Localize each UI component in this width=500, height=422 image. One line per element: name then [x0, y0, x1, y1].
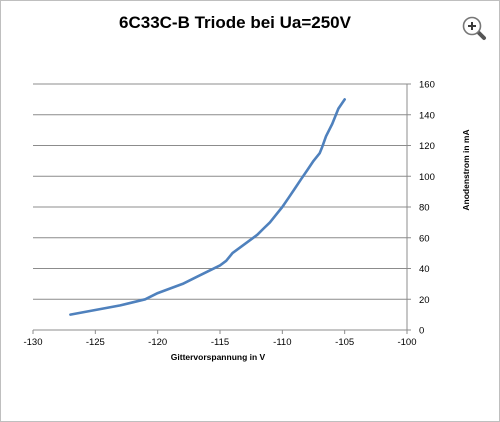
x-tick-label: -130: [23, 337, 42, 348]
zoom-in-icon[interactable]: [461, 15, 487, 41]
y-tick-label: 20: [419, 295, 430, 306]
series-line: [69, 98, 346, 316]
y-tick-label: 60: [419, 233, 430, 244]
y-tick-label: 40: [419, 264, 430, 275]
y-tick-label: 160: [419, 80, 435, 91]
x-tick-label: -110: [273, 337, 291, 348]
axes: [32, 83, 411, 334]
y-tick-label: 140: [419, 110, 435, 121]
x-tick-label: -100: [397, 337, 416, 348]
y-tick-label: 80: [419, 203, 430, 214]
y-axis-label: Anodenstrom in mA: [461, 129, 471, 210]
y-tick-label: 100: [419, 172, 435, 183]
series-group: [69, 98, 346, 316]
x-tick-label: -120: [148, 337, 167, 348]
gridlines: [33, 83, 407, 300]
x-tick-label: -125: [86, 337, 105, 348]
y-tick-label: 120: [419, 141, 435, 152]
y-tick-label: 0: [419, 326, 424, 337]
y-tick-labels: 0 20 40 60 80 100 120 140 160: [419, 80, 435, 337]
x-tick-label: -115: [211, 337, 229, 348]
x-tick-labels: -130 -125 -120 -115 -110 -105 -100: [23, 337, 416, 348]
x-axis-label: Gittervorspannung in V: [171, 352, 266, 362]
chart-title: 6C33C-B Triode bei Ua=250V: [119, 13, 351, 32]
x-tick-label: -105: [335, 337, 354, 348]
